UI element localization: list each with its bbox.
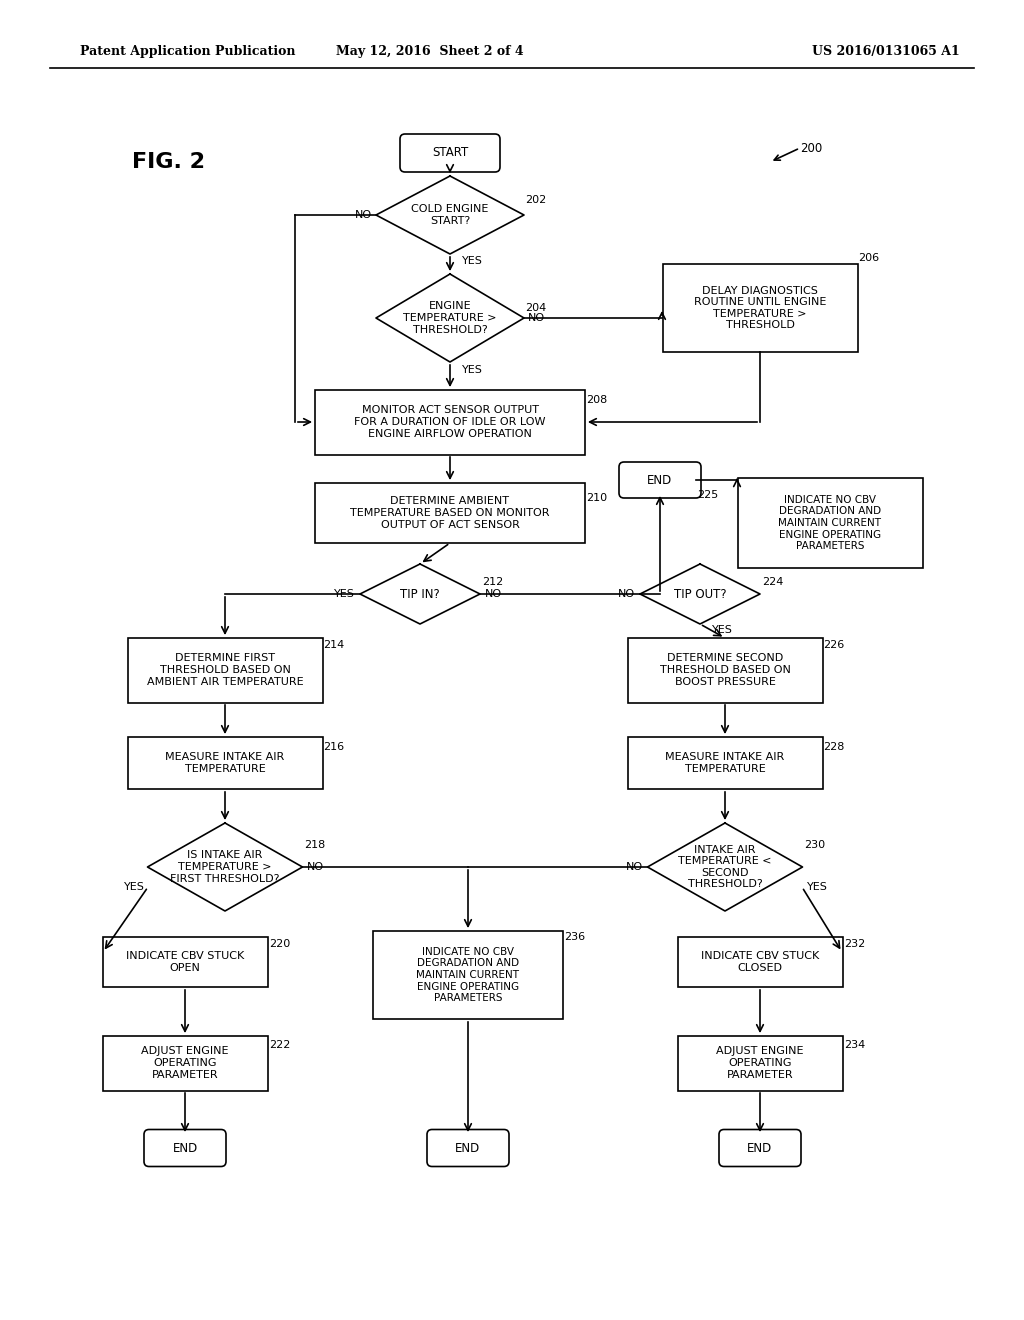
Text: ENGINE
TEMPERATURE >
THRESHOLD?: ENGINE TEMPERATURE > THRESHOLD? — [403, 301, 497, 334]
Text: 222: 222 — [269, 1040, 291, 1049]
Text: NO: NO — [307, 862, 325, 873]
Text: INDICATE NO CBV
DEGRADATION AND
MAINTAIN CURRENT
ENGINE OPERATING
PARAMETERS: INDICATE NO CBV DEGRADATION AND MAINTAIN… — [417, 946, 519, 1003]
Polygon shape — [640, 564, 760, 624]
Text: 204: 204 — [525, 304, 546, 313]
FancyBboxPatch shape — [102, 1035, 267, 1090]
FancyBboxPatch shape — [719, 1130, 801, 1167]
Text: 234: 234 — [844, 1040, 865, 1049]
Text: Patent Application Publication: Patent Application Publication — [80, 45, 296, 58]
Text: MEASURE INTAKE AIR
TEMPERATURE: MEASURE INTAKE AIR TEMPERATURE — [666, 752, 784, 774]
Text: 202: 202 — [525, 195, 546, 205]
Text: 224: 224 — [762, 577, 783, 587]
FancyBboxPatch shape — [144, 1130, 226, 1167]
Text: 232: 232 — [844, 939, 865, 949]
Text: NO: NO — [355, 210, 372, 220]
FancyBboxPatch shape — [373, 931, 563, 1019]
Polygon shape — [147, 822, 302, 911]
Text: IS INTAKE AIR
TEMPERATURE >
FIRST THRESHOLD?: IS INTAKE AIR TEMPERATURE > FIRST THRESH… — [170, 850, 280, 883]
FancyBboxPatch shape — [427, 1130, 509, 1167]
FancyBboxPatch shape — [678, 1035, 843, 1090]
Text: ADJUST ENGINE
OPERATING
PARAMETER: ADJUST ENGINE OPERATING PARAMETER — [141, 1047, 228, 1080]
Text: YES: YES — [334, 589, 355, 599]
Text: INDICATE CBV STUCK
CLOSED: INDICATE CBV STUCK CLOSED — [700, 952, 819, 973]
Text: TIP OUT?: TIP OUT? — [674, 587, 726, 601]
Text: 214: 214 — [323, 640, 344, 649]
Text: YES: YES — [807, 882, 827, 892]
FancyBboxPatch shape — [315, 483, 585, 543]
FancyBboxPatch shape — [128, 638, 323, 702]
Polygon shape — [647, 822, 803, 911]
Text: END: END — [647, 474, 673, 487]
FancyBboxPatch shape — [737, 478, 923, 568]
Text: 236: 236 — [564, 932, 585, 942]
Text: May 12, 2016  Sheet 2 of 4: May 12, 2016 Sheet 2 of 4 — [336, 45, 524, 58]
Text: 226: 226 — [823, 640, 844, 649]
Text: DETERMINE SECOND
THRESHOLD BASED ON
BOOST PRESSURE: DETERMINE SECOND THRESHOLD BASED ON BOOS… — [659, 653, 791, 686]
FancyBboxPatch shape — [618, 462, 701, 498]
Text: COLD ENGINE
START?: COLD ENGINE START? — [412, 205, 488, 226]
Polygon shape — [376, 176, 524, 253]
FancyBboxPatch shape — [628, 737, 822, 789]
FancyBboxPatch shape — [128, 737, 323, 789]
Text: 230: 230 — [804, 840, 825, 850]
Text: NO: NO — [528, 313, 545, 323]
FancyBboxPatch shape — [315, 389, 585, 454]
Text: YES: YES — [462, 366, 483, 375]
Text: 212: 212 — [482, 577, 503, 587]
Text: NO: NO — [626, 862, 643, 873]
FancyBboxPatch shape — [400, 135, 500, 172]
Text: END: END — [456, 1142, 480, 1155]
FancyBboxPatch shape — [102, 937, 267, 987]
FancyBboxPatch shape — [678, 937, 843, 987]
Text: TIP IN?: TIP IN? — [400, 587, 440, 601]
Text: YES: YES — [712, 624, 733, 635]
Text: DETERMINE FIRST
THRESHOLD BASED ON
AMBIENT AIR TEMPERATURE: DETERMINE FIRST THRESHOLD BASED ON AMBIE… — [146, 653, 303, 686]
Polygon shape — [360, 564, 480, 624]
Text: 216: 216 — [323, 742, 344, 752]
Text: START: START — [432, 147, 468, 160]
Text: INTAKE AIR
TEMPERATURE <
SECOND
THRESHOLD?: INTAKE AIR TEMPERATURE < SECOND THRESHOL… — [678, 845, 772, 890]
Text: 218: 218 — [304, 840, 326, 850]
Text: 220: 220 — [269, 939, 290, 949]
FancyBboxPatch shape — [663, 264, 857, 352]
Text: YES: YES — [462, 256, 483, 267]
Text: 210: 210 — [586, 492, 607, 503]
FancyBboxPatch shape — [628, 638, 822, 702]
Text: END: END — [172, 1142, 198, 1155]
Polygon shape — [376, 275, 524, 362]
Text: NO: NO — [617, 589, 635, 599]
Text: YES: YES — [124, 882, 145, 892]
Text: 208: 208 — [586, 395, 607, 405]
Text: DETERMINE AMBIENT
TEMPERATURE BASED ON MONITOR
OUTPUT OF ACT SENSOR: DETERMINE AMBIENT TEMPERATURE BASED ON M… — [350, 496, 550, 529]
Text: US 2016/0131065 A1: US 2016/0131065 A1 — [812, 45, 961, 58]
Text: 228: 228 — [823, 742, 845, 752]
Text: 225: 225 — [697, 490, 718, 500]
Text: NO: NO — [485, 589, 502, 599]
Text: MONITOR ACT SENSOR OUTPUT
FOR A DURATION OF IDLE OR LOW
ENGINE AIRFLOW OPERATION: MONITOR ACT SENSOR OUTPUT FOR A DURATION… — [354, 405, 546, 438]
Text: ADJUST ENGINE
OPERATING
PARAMETER: ADJUST ENGINE OPERATING PARAMETER — [716, 1047, 804, 1080]
Text: INDICATE NO CBV
DEGRADATION AND
MAINTAIN CURRENT
ENGINE OPERATING
PARAMETERS: INDICATE NO CBV DEGRADATION AND MAINTAIN… — [778, 495, 882, 552]
Text: MEASURE INTAKE AIR
TEMPERATURE: MEASURE INTAKE AIR TEMPERATURE — [165, 752, 285, 774]
Text: FIG. 2: FIG. 2 — [131, 152, 205, 172]
Text: INDICATE CBV STUCK
OPEN: INDICATE CBV STUCK OPEN — [126, 952, 244, 973]
Text: 200: 200 — [800, 141, 822, 154]
Text: 206: 206 — [858, 253, 880, 263]
Text: DELAY DIAGNOSTICS
ROUTINE UNTIL ENGINE
TEMPERATURE >
THRESHOLD: DELAY DIAGNOSTICS ROUTINE UNTIL ENGINE T… — [694, 285, 826, 330]
Text: END: END — [748, 1142, 773, 1155]
